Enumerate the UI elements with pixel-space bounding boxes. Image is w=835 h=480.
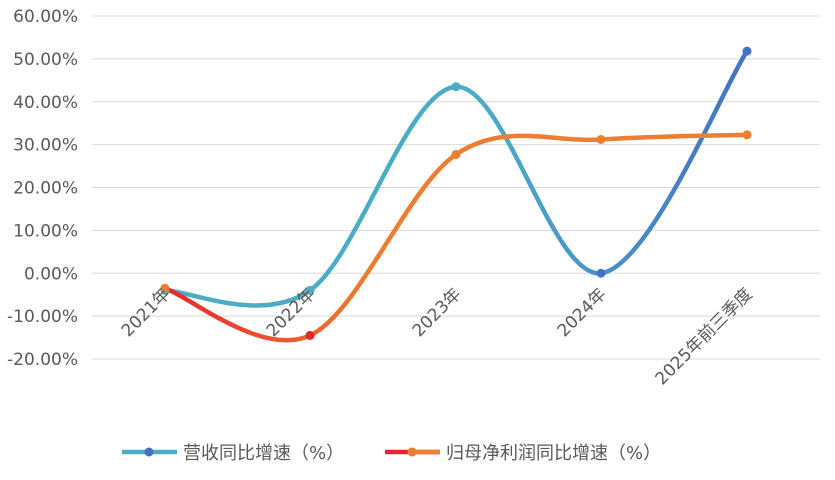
series-lines bbox=[160, 46, 752, 343]
legend: 营收同比增速（%） 归母净利润同比增速（%） bbox=[122, 443, 661, 464]
data-point-0-3 bbox=[596, 268, 606, 278]
legend-swatch-marker-1 bbox=[407, 447, 417, 457]
y-axis: 60.00% 50.00% 40.00% 30.00% 20.00% 10.00% 0.00… bbox=[7, 7, 78, 370]
x-tick-label: 2025年前三季度 bbox=[652, 284, 757, 389]
y-tick-label: 30.00% bbox=[13, 136, 78, 156]
data-point-0-1 bbox=[305, 285, 315, 295]
y-tick-label: -20.00% bbox=[7, 350, 78, 370]
legend-label-1: 归母净利润同比增速（%） bbox=[446, 443, 661, 464]
y-tick-label: 10.00% bbox=[13, 221, 78, 241]
y-tick-label: -10.00% bbox=[7, 307, 78, 327]
x-tick-label: 2024年 bbox=[554, 284, 611, 341]
series-line-0 bbox=[162, 48, 750, 308]
y-tick-label: 60.00% bbox=[13, 7, 78, 27]
data-point-1-2 bbox=[451, 149, 461, 159]
data-point-1-0 bbox=[160, 283, 170, 293]
x-tick-label: 2021年 bbox=[118, 284, 175, 341]
series-line-1 bbox=[162, 132, 750, 343]
legend-swatch-marker-0 bbox=[144, 447, 154, 457]
data-point-0-2 bbox=[451, 82, 461, 92]
gridlines bbox=[92, 15, 820, 360]
y-tick-label: 0.00% bbox=[24, 264, 78, 284]
data-point-1-3 bbox=[596, 134, 606, 144]
y-tick-label: 20.00% bbox=[13, 179, 78, 199]
data-point-0-4 bbox=[742, 46, 752, 56]
data-point-1-4 bbox=[742, 130, 752, 140]
data-point-1-1 bbox=[305, 330, 315, 340]
x-tick-label: 2023年 bbox=[409, 284, 466, 341]
legend-label-0: 营收同比增速（%） bbox=[183, 443, 344, 464]
y-tick-label: 50.00% bbox=[13, 50, 78, 70]
y-tick-label: 40.00% bbox=[13, 93, 78, 113]
